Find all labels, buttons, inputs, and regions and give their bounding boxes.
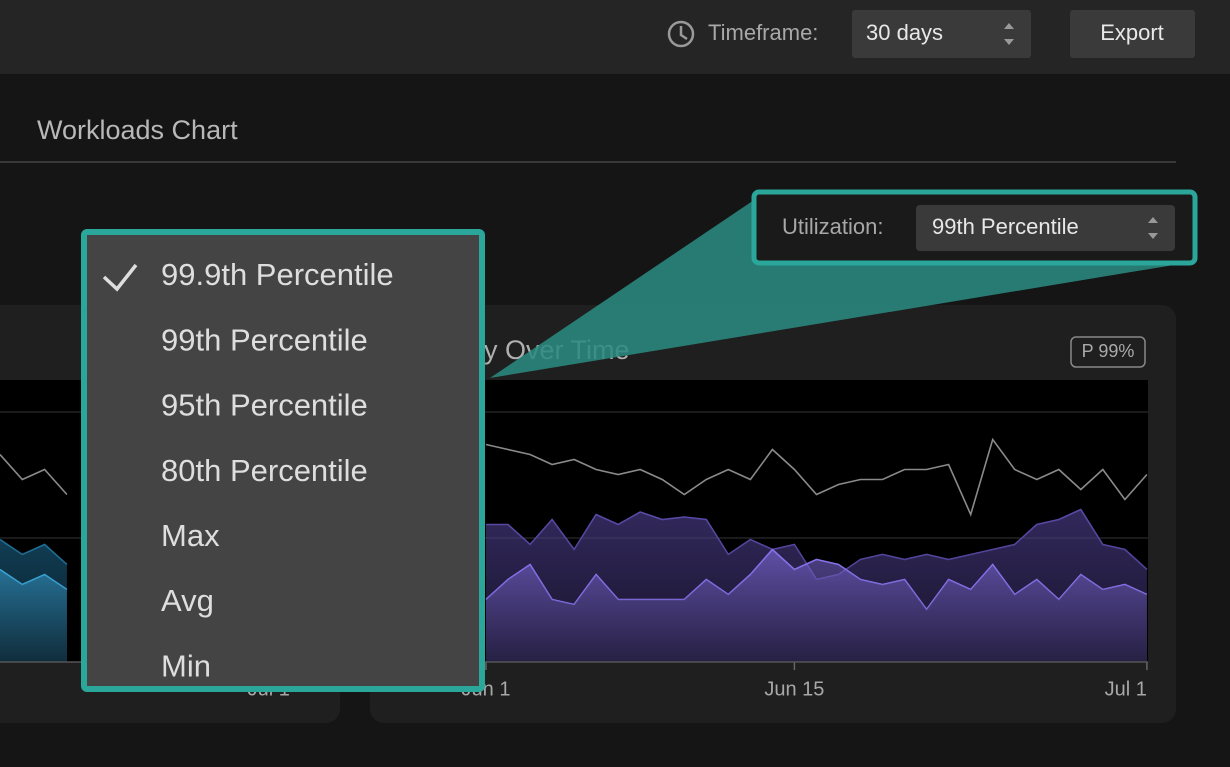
select-arrows (1004, 23, 1014, 45)
area-shade (0, 569, 67, 662)
badge-text: P 99% (1082, 341, 1135, 361)
dropdown-option[interactable]: 80th Percentile (161, 453, 368, 488)
check-mark (102, 263, 138, 292)
clock-icon (667, 20, 695, 48)
dropdown-option[interactable]: 95th Percentile (161, 388, 368, 423)
toolbar (0, 0, 1230, 74)
dropdown-options: 99.9th Percentile 99th Percentile 95th Per… (102, 257, 394, 683)
dropdown-option[interactable]: Avg (161, 583, 214, 618)
badge (1070, 336, 1146, 368)
utilization-select[interactable] (916, 205, 1175, 251)
utilization-value: 99th Percentile (932, 214, 1079, 239)
area-shade (486, 549, 1147, 662)
export-label: Export (1100, 20, 1164, 45)
line (0, 453, 68, 496)
line (485, 437, 1148, 517)
dropdown-option[interactable]: Min (161, 648, 211, 683)
utilization-label: Utilization: (782, 214, 883, 239)
timeframe-select[interactable] (852, 10, 1031, 58)
x-tick-label: Jun 15 (764, 678, 824, 700)
dropdown-option[interactable]: 99th Percentile (161, 322, 368, 357)
dropdown-option[interactable]: 99.9th Percentile (161, 257, 394, 292)
export-button[interactable] (1070, 10, 1195, 58)
section-title: Workloads Chart (37, 115, 238, 145)
select-arrows (1148, 217, 1158, 239)
dropdown-option[interactable]: Max (161, 518, 220, 553)
timeframe-value: 30 days (866, 20, 943, 45)
timeframe-label: Timeframe: (708, 20, 818, 45)
dropdown-menu (81, 229, 485, 692)
x-tick-label: Jul 1 (1105, 678, 1147, 700)
